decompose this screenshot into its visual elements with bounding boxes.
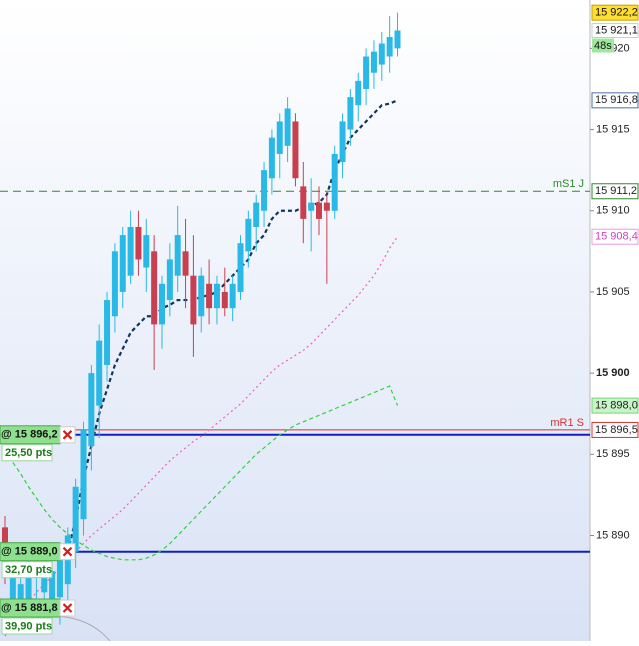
level-tag: [591, 183, 639, 200]
candle-body: [292, 121, 299, 179]
high-tag-label: 15 922,2: [595, 7, 638, 19]
order-label: @ 15 889,0: [1, 546, 58, 558]
ma-tag-label: 15 908,4: [595, 231, 638, 243]
candle-body: [17, 584, 24, 609]
order-points-box: [1, 561, 53, 579]
candle-body: [111, 251, 118, 317]
candle-body: [363, 56, 370, 89]
candle-body: [339, 121, 346, 163]
y-tick-label: 15 890: [596, 529, 630, 541]
candle-body: [151, 251, 158, 325]
y-tick-label: 15 895: [596, 448, 630, 460]
order-label: @ 15 896,2: [1, 429, 58, 441]
order-points-box: [1, 444, 53, 462]
candle-body: [268, 137, 275, 179]
candle-body: [80, 429, 87, 520]
candle-body: [370, 51, 377, 73]
candle-body: [96, 340, 103, 406]
candle-body: [308, 202, 315, 211]
y-tick-label: 15 900: [596, 367, 630, 379]
ma-tag-label: 15 916,8: [595, 94, 638, 106]
ma-tag: [591, 397, 639, 414]
candle-body: [9, 576, 16, 601]
candle-body: [331, 153, 338, 211]
y-tick-label: 15 905: [596, 286, 630, 298]
candle-body: [355, 80, 362, 106]
order-points: 32,70 pts: [5, 564, 52, 576]
candle-body: [182, 251, 189, 276]
candle-body: [174, 235, 181, 276]
candle-body: [190, 275, 197, 325]
candle-body: [237, 243, 244, 292]
ma-tag: [591, 228, 639, 245]
order-points: 25,50 pts: [5, 447, 52, 459]
candle-body: [316, 202, 322, 219]
candle-body: [347, 97, 354, 130]
y-tick-label: 15 915: [596, 123, 630, 135]
timer: 48s: [594, 40, 612, 52]
order-points-box: [1, 617, 53, 635]
candle-body: [378, 43, 385, 65]
level-tag-label: 15 896,5: [595, 424, 638, 436]
candle-body: [386, 37, 393, 57]
candle-body: [166, 259, 173, 301]
candle-body: [104, 300, 111, 365]
candle-body: [253, 202, 260, 227]
candle-body: [213, 283, 220, 309]
timer-box: [592, 38, 614, 53]
candle-body: [300, 186, 307, 219]
candle-body: [127, 226, 134, 276]
candle-body: [276, 121, 283, 154]
moving-average: [4, 236, 398, 637]
order-close-icon[interactable]: [62, 603, 73, 613]
order-points: 39,90 pts: [5, 620, 52, 632]
level-tag: [591, 421, 639, 438]
axis: 15 890 15 895 15 900 15 905 15 910 15 915 15 9…: [590, 4, 639, 541]
order-close-icon[interactable]: [62, 430, 73, 440]
plot-background: [0, 0, 590, 641]
level-name: mS1 J: [553, 178, 584, 190]
candle-body: [25, 559, 32, 601]
candle-body: [72, 486, 79, 552]
price-tag: [591, 23, 639, 39]
candle-body: [394, 30, 401, 49]
level-tag-label: 15 911,2: [595, 185, 637, 197]
level-name: mR1 S: [550, 417, 584, 429]
candle-body: [245, 218, 252, 252]
plot: mS1 J mR1 S: [0, 12, 590, 637]
candle-body: [56, 558, 63, 598]
order-label: @ 15 881,8: [1, 602, 58, 614]
candle-body: [221, 291, 228, 309]
ma-tag-label: 15 898,0: [595, 399, 638, 411]
candle-body: [284, 108, 291, 146]
ma-tag: [591, 92, 639, 109]
candle-body: [159, 283, 165, 325]
candle-body: [143, 235, 150, 268]
candle-body: [88, 373, 95, 447]
candle-body: [119, 235, 126, 292]
candle-body: [229, 283, 236, 309]
candle-body: [135, 226, 142, 260]
candle-body: [49, 571, 56, 601]
candle-body: [261, 170, 268, 211]
price-tag-label: 15 921,1: [595, 24, 638, 36]
high-tag: [591, 4, 639, 21]
y-tick-label: 15 910: [596, 205, 630, 217]
candle-body: [323, 202, 330, 211]
candle-body: [206, 283, 213, 309]
candle-body: [198, 275, 205, 317]
order-close-icon[interactable]: [62, 546, 73, 557]
